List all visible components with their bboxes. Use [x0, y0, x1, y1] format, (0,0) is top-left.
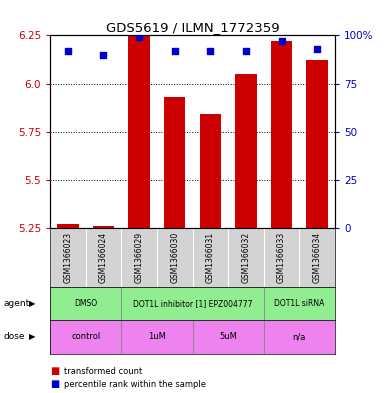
Title: GDS5619 / ILMN_1772359: GDS5619 / ILMN_1772359	[106, 21, 279, 34]
Point	[278, 38, 285, 44]
Bar	[121, 287, 264, 320]
Bar	[199, 114, 221, 228]
Point	[136, 34, 142, 40]
Point	[243, 48, 249, 54]
Point	[207, 48, 213, 54]
Bar	[121, 320, 192, 354]
Text: GSM1366023: GSM1366023	[64, 232, 72, 283]
Text: GSM1366033: GSM1366033	[277, 232, 286, 283]
Text: GSM1366029: GSM1366029	[135, 232, 144, 283]
Text: GSM1366024: GSM1366024	[99, 232, 108, 283]
Text: DOT1L siRNA: DOT1L siRNA	[274, 299, 325, 308]
Text: ▶: ▶	[29, 332, 35, 342]
Bar	[271, 41, 292, 228]
Bar	[57, 224, 79, 228]
Text: transformed count: transformed count	[64, 367, 142, 376]
Point	[100, 51, 107, 58]
Text: percentile rank within the sample: percentile rank within the sample	[64, 380, 206, 389]
Text: ■: ■	[50, 379, 59, 389]
Bar	[50, 320, 121, 354]
Bar	[306, 61, 328, 228]
Text: GSM1366030: GSM1366030	[170, 232, 179, 283]
Point	[314, 46, 320, 52]
Text: dose: dose	[4, 332, 25, 342]
Text: DOT1L inhibitor [1] EPZ004777: DOT1L inhibitor [1] EPZ004777	[133, 299, 252, 308]
Bar	[192, 320, 264, 354]
Text: 5uM: 5uM	[219, 332, 237, 342]
Bar	[128, 35, 150, 228]
Point	[65, 48, 71, 54]
Text: 1uM: 1uM	[148, 332, 166, 342]
Text: GSM1366031: GSM1366031	[206, 232, 215, 283]
Text: ■: ■	[50, 366, 59, 376]
Text: ▶: ▶	[29, 299, 35, 308]
Bar	[50, 287, 121, 320]
Text: GSM1366032: GSM1366032	[241, 232, 250, 283]
Text: control: control	[71, 332, 100, 342]
Text: GSM1366034: GSM1366034	[313, 232, 321, 283]
Point	[172, 48, 178, 54]
Text: n/a: n/a	[293, 332, 306, 342]
Text: DMSO: DMSO	[74, 299, 97, 308]
Bar	[93, 226, 114, 228]
Bar	[264, 320, 335, 354]
Bar	[235, 74, 257, 228]
Text: agent: agent	[4, 299, 30, 308]
Bar	[264, 287, 335, 320]
Bar	[164, 97, 186, 228]
